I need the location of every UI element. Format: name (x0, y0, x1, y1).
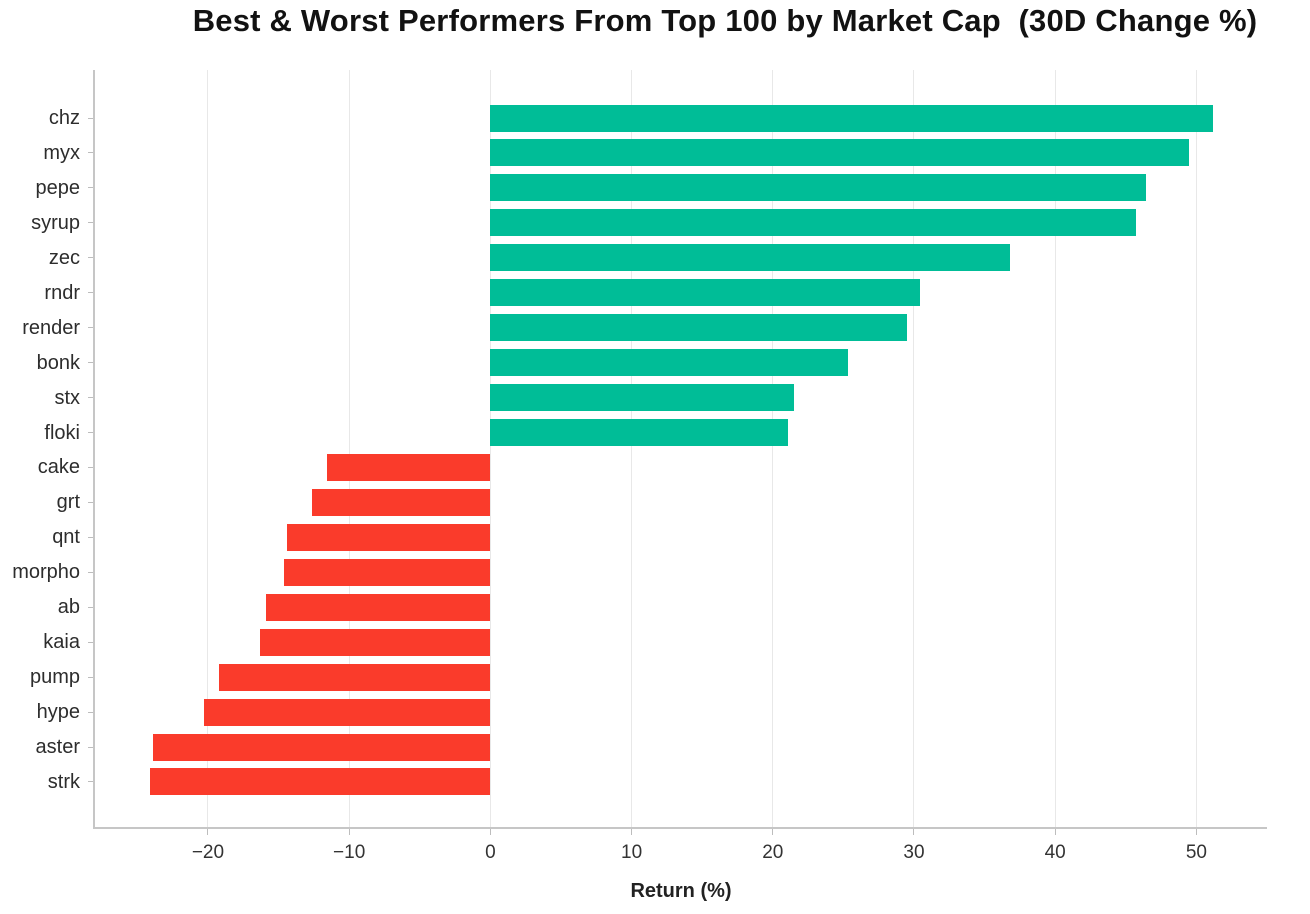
y-tick-label: syrup (31, 211, 80, 234)
bar (490, 244, 1010, 272)
y-tick-mark (88, 711, 95, 713)
y-tick-mark (88, 187, 95, 189)
bar (490, 174, 1146, 202)
bar (490, 139, 1190, 167)
y-tick-mark (88, 641, 95, 643)
x-tick-mark (913, 828, 915, 835)
y-tick-label: morpho (12, 561, 80, 584)
bar (260, 628, 491, 656)
gridline (348, 70, 350, 828)
y-tick-mark (88, 571, 95, 573)
y-tick-mark (88, 152, 95, 154)
y-tick-mark (88, 536, 95, 538)
y-tick-label: myx (43, 141, 80, 164)
y-tick-label: grt (56, 491, 80, 514)
y-tick-mark (88, 257, 95, 259)
y-tick-label: cake (37, 456, 80, 479)
y-tick-label: bonk (36, 351, 80, 374)
x-axis-spine (93, 827, 1267, 829)
bar (152, 733, 491, 761)
y-tick-mark (88, 397, 95, 399)
y-tick-label: kaia (43, 631, 80, 654)
y-tick-mark (88, 781, 95, 783)
y-tick-label: zec (48, 246, 80, 269)
y-tick-mark (88, 676, 95, 678)
bar (284, 558, 491, 586)
x-tick-label: 50 (1185, 842, 1207, 863)
bar (265, 593, 491, 621)
y-tick-label: qnt (52, 526, 80, 549)
gridline (207, 70, 209, 828)
bar (150, 768, 491, 796)
bar (490, 209, 1136, 237)
y-tick-mark (88, 466, 95, 468)
y-tick-mark (88, 746, 95, 748)
x-axis-label: Return (%) (630, 880, 732, 902)
y-tick-label: pump (29, 666, 80, 689)
y-tick-label: stx (54, 386, 80, 409)
bar (490, 349, 848, 377)
bar (490, 384, 794, 412)
bar (490, 279, 920, 307)
y-tick-label: hype (36, 701, 80, 724)
y-tick-label: strk (47, 770, 80, 793)
bar (490, 419, 789, 447)
bar (490, 314, 907, 342)
bar (490, 104, 1214, 132)
x-tick-label: 10 (621, 842, 643, 863)
y-tick-label: pepe (35, 176, 81, 199)
gridline (1195, 70, 1197, 828)
y-tick-mark (88, 501, 95, 503)
bar (219, 663, 491, 691)
gridline (772, 70, 774, 828)
x-tick-mark (1195, 828, 1197, 835)
x-tick-label: 30 (903, 842, 925, 863)
bar (203, 698, 491, 726)
x-tick-label: −10 (333, 842, 366, 863)
x-tick-mark (772, 828, 774, 835)
bar (326, 453, 491, 481)
y-tick-mark (88, 606, 95, 608)
y-tick-mark (88, 117, 95, 119)
y-tick-label: aster (35, 736, 80, 759)
chart-title: Best & Worst Performers From Top 100 by … (192, 3, 1258, 38)
gridline (913, 70, 915, 828)
x-tick-mark (489, 828, 491, 835)
x-tick-mark (348, 828, 350, 835)
y-tick-label: chz (48, 107, 80, 129)
x-tick-label: −20 (191, 842, 225, 863)
y-tick-mark (88, 292, 95, 294)
y-tick-label: rndr (44, 281, 80, 304)
y-tick-label: ab (57, 596, 80, 619)
x-tick-label: 0 (485, 842, 496, 863)
y-tick-label: floki (44, 421, 80, 444)
y-tick-mark (88, 432, 95, 434)
y-axis-spine (93, 70, 95, 829)
bar (312, 488, 491, 516)
x-tick-mark (631, 828, 633, 835)
bar (287, 523, 491, 551)
x-tick-mark (1054, 828, 1056, 835)
x-tick-mark (207, 828, 209, 835)
x-tick-label: 40 (1044, 842, 1066, 863)
x-tick-label: 20 (762, 842, 784, 863)
y-tick-mark (88, 222, 95, 224)
y-tick-mark (88, 362, 95, 364)
gridline (631, 70, 633, 828)
gridline (489, 70, 491, 828)
gridline (1054, 70, 1056, 828)
y-tick-mark (88, 327, 95, 329)
y-tick-label: render (22, 316, 80, 339)
